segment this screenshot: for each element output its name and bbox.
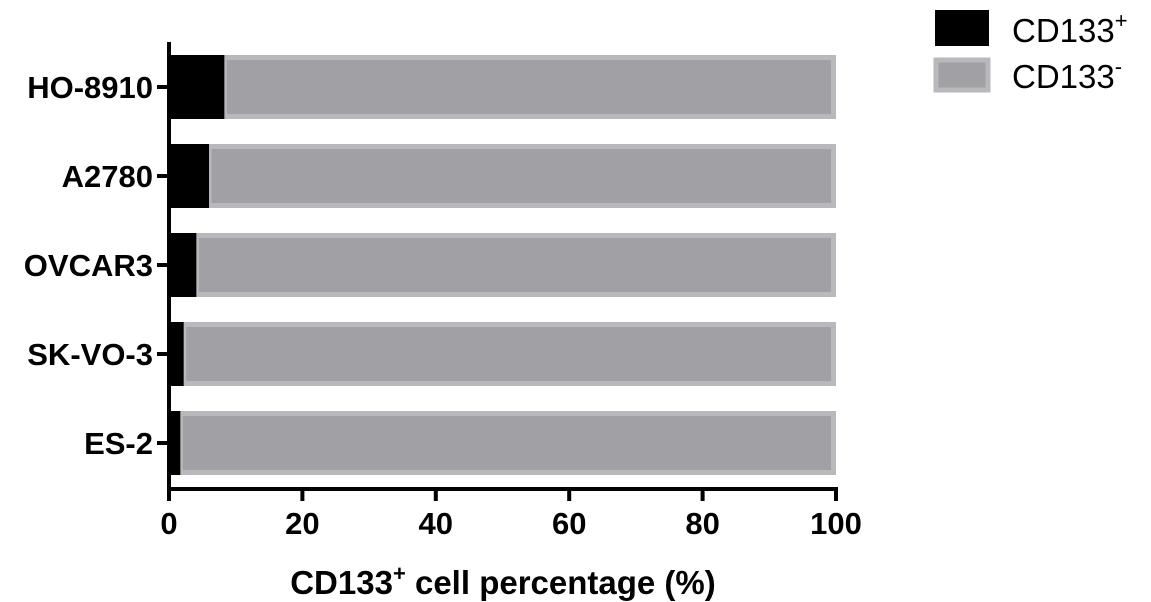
x-axis-title-superscript: + xyxy=(393,561,406,586)
legend-label-cd133-negative: CD133- xyxy=(1012,54,1122,95)
legend-swatch-cd133-negative xyxy=(933,57,991,93)
bar-cd133-negative-ovcar3 xyxy=(193,233,837,297)
x-tick-label: 40 xyxy=(419,506,453,541)
legend-swatch-cd133-positive xyxy=(935,10,989,46)
category-label-ovcar3: OVCAR3 xyxy=(24,248,153,283)
bar-cd133-positive-es-2 xyxy=(169,411,181,475)
x-axis-title: CD133+ cell percentage (%) xyxy=(290,561,716,601)
bar-cd133-negative-sk-vo-3 xyxy=(181,322,836,386)
x-tick-label: 100 xyxy=(810,506,862,541)
bar-cd133-positive-ovcar3 xyxy=(169,233,197,297)
category-label-ho-8910: HO-8910 xyxy=(27,70,153,105)
category-label-sk-vo-3: SK-VO-3 xyxy=(27,337,153,372)
category-labels: HO-8910 A2780 OVCAR3 SK-VO-3 ES-2 xyxy=(24,70,169,461)
legend-label-cd133-positive-text: CD133 xyxy=(1012,12,1115,49)
x-axis-title-prefix: CD133 xyxy=(290,564,393,601)
x-ticks: 0 20 40 60 80 100 xyxy=(160,489,862,541)
x-axis-title-suffix: cell percentage (%) xyxy=(406,564,716,601)
x-tick-label: 20 xyxy=(285,506,319,541)
bar-cd133-positive-sk-vo-3 xyxy=(169,322,184,386)
legend-label-cd133-positive-superscript: + xyxy=(1115,8,1128,33)
legend: CD133+ CD133- xyxy=(933,8,1128,95)
bars-group xyxy=(169,55,837,475)
bar-cd133-positive-a2780 xyxy=(169,144,210,208)
category-label-es-2: ES-2 xyxy=(84,426,153,461)
bar-cd133-negative-a2780 xyxy=(206,144,836,208)
category-label-a2780: A2780 xyxy=(62,159,153,194)
x-tick-label: 80 xyxy=(685,506,719,541)
bar-cd133-positive-ho-8910 xyxy=(169,55,225,119)
legend-label-cd133-positive: CD133+ xyxy=(1012,8,1128,49)
bar-cd133-negative-es-2 xyxy=(177,411,837,475)
x-tick-label: 60 xyxy=(552,506,586,541)
bar-cd133-negative-ho-8910 xyxy=(221,55,836,119)
legend-label-cd133-negative-superscript: - xyxy=(1115,54,1122,79)
legend-label-cd133-negative-text: CD133 xyxy=(1012,58,1115,95)
x-tick-label: 0 xyxy=(160,506,177,541)
